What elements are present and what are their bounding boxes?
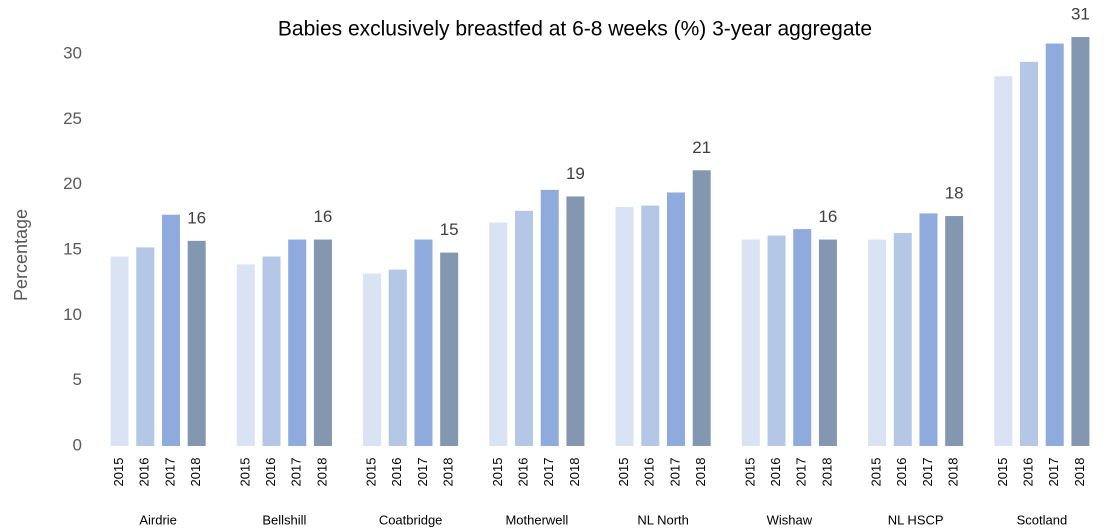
y-tick-label: 5 [73, 370, 82, 389]
year-label: 2016 [894, 458, 909, 487]
bar [363, 273, 382, 446]
data-label: 16 [313, 207, 332, 226]
bar [666, 192, 685, 446]
bar [187, 240, 206, 446]
year-label: 2018 [314, 458, 329, 487]
x-tick-label: Motherwell [505, 512, 568, 527]
year-label: 2017 [920, 458, 935, 487]
x-tick-label: Airdrie [139, 512, 177, 527]
bar [1045, 43, 1064, 447]
bar [994, 76, 1013, 447]
year-label: 2015 [869, 458, 884, 487]
year-label: 2017 [541, 458, 556, 487]
data-label: 18 [945, 184, 964, 203]
year-label: 2015 [364, 458, 379, 487]
bar [262, 256, 281, 446]
bar [136, 247, 155, 446]
bar [489, 222, 508, 446]
data-label: 21 [692, 138, 711, 157]
x-tick-label: Scotland [1017, 512, 1068, 527]
x-tick-label: Coatbridge [379, 512, 443, 527]
y-tick-label: 0 [73, 435, 82, 454]
data-label: 16 [187, 208, 206, 227]
year-label: 2015 [237, 458, 252, 487]
year-label: 2018 [441, 458, 456, 487]
y-tick-label: 10 [63, 305, 82, 324]
y-tick-label: 20 [63, 174, 82, 193]
year-label: 2017 [289, 458, 304, 487]
bar [388, 269, 407, 446]
bar [313, 239, 332, 446]
bar [236, 264, 255, 446]
data-label: 16 [818, 207, 837, 226]
year-label: 2016 [263, 458, 278, 487]
year-label: 2017 [1046, 458, 1061, 487]
data-label: 19 [566, 164, 585, 183]
year-label: 2016 [642, 458, 657, 487]
bar [641, 205, 660, 446]
year-label: 2017 [162, 458, 177, 487]
bar [741, 239, 760, 446]
year-label: 2018 [567, 458, 582, 487]
bar [440, 252, 459, 446]
bar [893, 233, 912, 446]
bar [566, 196, 585, 446]
year-label: 2015 [995, 458, 1010, 487]
bar [515, 210, 534, 446]
y-tick-label: 30 [63, 43, 82, 62]
year-label: 2016 [389, 458, 404, 487]
y-tick-label: 25 [63, 109, 82, 128]
y-axis-label: Percentage [11, 209, 31, 301]
bar [161, 214, 180, 446]
bar [692, 170, 711, 446]
bar [1071, 37, 1090, 446]
bar [793, 229, 812, 446]
year-label: 2015 [490, 458, 505, 487]
y-tick-label: 15 [63, 239, 82, 258]
year-label: 2015 [616, 458, 631, 487]
chart-title: Babies exclusively breastfed at 6-8 week… [278, 18, 872, 41]
year-label: 2017 [794, 458, 809, 487]
year-label: 2016 [137, 458, 152, 487]
year-label: 2018 [946, 458, 961, 487]
bar [288, 239, 307, 446]
x-tick-label: Wishaw [767, 512, 813, 527]
year-label: 2016 [515, 458, 530, 487]
year-label: 2017 [415, 458, 430, 487]
year-label: 2018 [693, 458, 708, 487]
bar [615, 206, 634, 446]
bar [540, 189, 559, 447]
data-label: 15 [440, 220, 459, 239]
x-tick-label: NL North [637, 512, 689, 527]
bar [818, 239, 837, 446]
bar [110, 256, 129, 446]
year-label: 2018 [819, 458, 834, 487]
year-label: 2018 [1072, 458, 1087, 487]
x-tick-label: Bellshill [262, 512, 306, 527]
bar [919, 213, 938, 446]
bar [945, 216, 964, 446]
x-tick-label: NL HSCP [888, 512, 944, 527]
bar [868, 239, 887, 446]
data-label: 31 [1071, 4, 1090, 23]
bar [1020, 61, 1039, 447]
year-label: 2015 [111, 458, 126, 487]
bar [767, 235, 786, 446]
year-label: 2016 [768, 458, 783, 487]
year-label: 2018 [188, 458, 203, 487]
year-label: 2015 [742, 458, 757, 487]
bar [414, 239, 433, 446]
year-label: 2017 [667, 458, 682, 487]
year-label: 2016 [1020, 458, 1035, 487]
